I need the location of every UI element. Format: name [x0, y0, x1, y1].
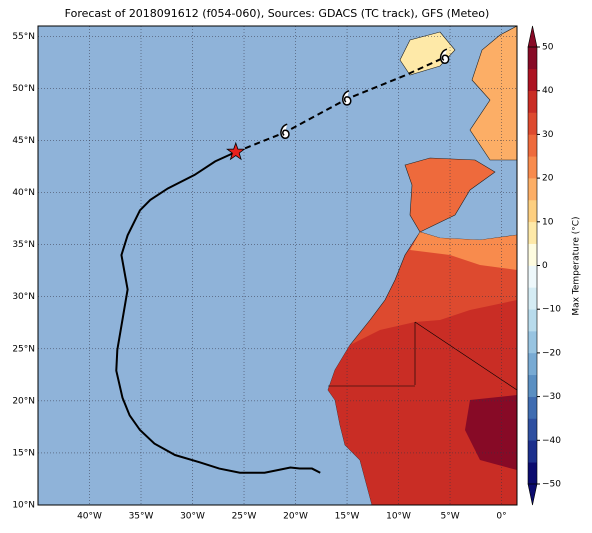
colorbar-bin: [528, 374, 537, 397]
colorbar-tick-label: 40: [542, 86, 554, 96]
y-tick-label: 15°N: [12, 448, 35, 458]
x-tick-label: 5°W: [440, 512, 459, 522]
colorbar-bin: [528, 440, 537, 463]
colorbar-bin: [528, 462, 537, 485]
x-tick-label: 20°W: [283, 512, 308, 522]
colorbar-bin: [528, 90, 537, 113]
colorbar-tick-label: 20: [542, 174, 554, 184]
x-tick-label: 30°W: [180, 512, 205, 522]
current-position: [226, 141, 246, 161]
chart-title: Forecast of 2018091612 (f054-060), Sourc…: [65, 7, 490, 20]
y-tick-label: 30°N: [12, 292, 35, 302]
colorbar-bin: [528, 112, 537, 135]
track: [115, 151, 321, 474]
y-tick-label: 45°N: [12, 136, 35, 146]
x-tick-label: 0°: [496, 512, 506, 522]
colorbar-bin: [528, 243, 537, 266]
colorbar-bin: [528, 221, 537, 244]
colorbar-bin: [528, 418, 537, 441]
colorbar-extend: [527, 25, 538, 48]
colorbar-tick-label: −30: [542, 392, 561, 402]
y-tick-label: 40°N: [12, 188, 35, 198]
colorbar-bin: [528, 68, 537, 91]
x-tick-label: 25°W: [232, 512, 257, 522]
x-tick-label: 40°W: [77, 512, 102, 522]
colorbar-bin: [528, 265, 537, 288]
y-tick-label: 50°N: [12, 84, 35, 94]
map-frame: [37, 25, 518, 506]
y-tick-label: 20°N: [12, 396, 35, 406]
storm-symbol: [439, 48, 450, 64]
colorbar-bin: [528, 134, 537, 157]
colorbar-tick-label: −10: [542, 305, 561, 315]
colorbar-bin: [528, 47, 537, 70]
colorbar-tick-label: 10: [542, 217, 554, 227]
x-tick-label: 15°W: [335, 512, 360, 522]
colorbar-tick-label: −50: [542, 480, 561, 490]
colorbar-bin: [528, 309, 537, 332]
colorbar-tick-label: 30: [542, 130, 554, 140]
y-tick-label: 55°N: [12, 32, 35, 42]
y-tick-label: 25°N: [12, 344, 35, 354]
y-tick-label: 10°N: [12, 501, 35, 511]
x-tick-label: 10°W: [386, 512, 411, 522]
colorbar-bin: [528, 287, 537, 310]
colorbar-bin: [528, 156, 537, 179]
colorbar-bin: [528, 331, 537, 354]
colorbar-label: Max Temperature (°C): [572, 216, 582, 315]
colorbar-tick-label: 50: [542, 43, 554, 53]
colorbar-bin: [528, 396, 537, 419]
colorbar-bin: [528, 199, 537, 223]
colorbar-bin: [528, 352, 537, 376]
y-tick-label: 35°N: [12, 240, 35, 250]
storm-symbol: [342, 90, 352, 106]
colorbar-extend: [527, 483, 538, 506]
colorbar-tick-label: −40: [542, 436, 561, 446]
x-tick-label: 35°W: [129, 512, 154, 522]
storm-symbol: [280, 123, 290, 139]
colorbar-tick-label: −20: [542, 348, 561, 358]
colorbar-tick-label: 0: [542, 261, 548, 271]
colorbar-bin: [528, 178, 537, 201]
